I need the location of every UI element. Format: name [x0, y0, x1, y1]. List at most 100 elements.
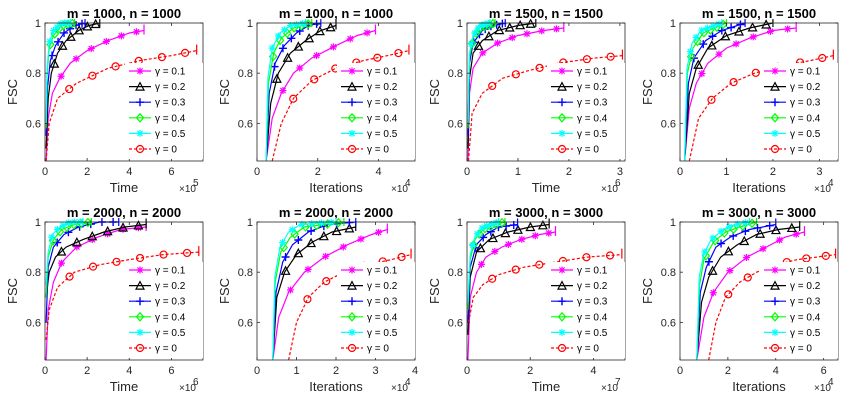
marker-plus	[48, 51, 57, 60]
y-tick-label: 1	[247, 217, 253, 229]
marker-plus	[753, 223, 762, 232]
x-tick-label: 0	[254, 166, 260, 178]
legend-box	[547, 63, 625, 159]
marker-asterisk	[479, 49, 487, 57]
marker-triangle	[347, 280, 357, 290]
y-tick-label: 0.8	[238, 267, 253, 279]
marker-asterisk	[484, 19, 492, 27]
marker-asterisk	[48, 233, 56, 241]
y-axis-label: FSC	[5, 79, 20, 105]
y-tick-label: 0.6	[448, 317, 463, 329]
legend-entry: γ = 0.5	[367, 328, 398, 339]
marker-diamond	[347, 311, 357, 322]
legend-entry: γ = 0.1	[367, 67, 398, 78]
marker-plus	[727, 23, 736, 32]
marker-plus	[348, 297, 356, 306]
series-line	[45, 251, 199, 340]
marker-asterisk	[308, 220, 316, 228]
legend-entry: γ = 0.2	[155, 82, 186, 93]
marker-triangle	[770, 280, 780, 290]
marker-circle	[180, 48, 190, 58]
marker-circle	[182, 248, 192, 258]
marker-circle	[606, 52, 615, 61]
x-exponent: ×10	[179, 184, 196, 195]
marker-diamond	[135, 112, 145, 123]
marker-asterisk	[57, 259, 65, 267]
marker-asterisk	[286, 22, 294, 30]
y-tick-label: 0.8	[26, 267, 41, 279]
series-group	[696, 218, 837, 360]
y-tick-label: 0.6	[661, 317, 676, 329]
legend-box	[125, 63, 203, 159]
subplot-3: m = 1500, n = 1500 0.6 0.8 1 0 1 2 3 FSC Time ×106…	[427, 6, 626, 195]
y-tick-label: 1	[35, 217, 41, 229]
marker-diamond	[686, 51, 696, 62]
subplot-title: m = 1500, n = 1500	[702, 6, 816, 21]
marker-circle	[511, 265, 520, 274]
marker-asterisk	[268, 44, 276, 52]
marker-asterisk	[477, 260, 485, 268]
x-tick-label: 4	[126, 166, 132, 178]
marker-triangle	[494, 24, 505, 35]
y-tick-label: 0.8	[448, 68, 463, 80]
marker-plus	[765, 221, 774, 230]
marker-asterisk	[53, 225, 61, 233]
x-exponent-power: 7	[615, 377, 621, 388]
y-tick-label: 0.8	[661, 267, 676, 279]
marker-triangle	[557, 81, 567, 91]
marker-triangle	[304, 32, 315, 43]
legend-entry: γ = 0.4	[790, 113, 821, 124]
marker-circle	[347, 144, 357, 154]
series-line	[288, 254, 412, 360]
marker-asterisk	[709, 289, 717, 297]
legend-box	[125, 262, 203, 358]
marker-circle	[582, 55, 592, 64]
legend-entry: γ = 0.3	[790, 98, 821, 109]
marker-triangle	[74, 25, 85, 35]
legend-entry: γ = 0.5	[577, 328, 608, 339]
marker-plus	[704, 257, 713, 266]
marker-circle	[729, 78, 738, 87]
marker-circle	[397, 252, 406, 262]
x-tick-label: 4	[412, 365, 418, 377]
series-line	[696, 226, 800, 360]
marker-asterisk	[57, 20, 65, 28]
legend-entry: γ = 0	[577, 145, 599, 156]
marker-triangle	[747, 22, 758, 32]
marker-triangle	[720, 30, 731, 41]
x-tick-label: 4	[590, 365, 596, 377]
marker-circle	[802, 254, 811, 263]
series-line	[467, 55, 623, 161]
marker-asterisk	[73, 243, 81, 251]
x-tick-label: 0	[464, 166, 470, 178]
y-axis-label: FSC	[5, 278, 20, 304]
legend-entry: γ = 0.5	[367, 129, 398, 140]
x-tick-label: 2	[566, 166, 572, 178]
marker-asterisk	[469, 241, 477, 249]
legend-box	[547, 262, 625, 358]
marker-asterisk	[299, 20, 307, 28]
marker-asterisk	[46, 37, 54, 45]
marker-asterisk	[749, 33, 757, 41]
marker-asterisk	[478, 21, 486, 29]
marker-plus	[492, 20, 501, 29]
marker-plus	[136, 98, 144, 107]
marker-asterisk	[339, 243, 347, 251]
marker-diamond	[729, 224, 738, 235]
marker-plus	[54, 37, 63, 46]
x-tick-label: 2	[84, 166, 90, 178]
x-tick-label: 1	[293, 365, 299, 377]
marker-asterisk	[733, 220, 741, 228]
marker-diamond	[770, 311, 780, 322]
subplot-title: m = 2000, n = 2000	[67, 205, 181, 220]
y-tick-label: 0.6	[661, 118, 676, 130]
y-tick-label: 1	[670, 217, 676, 229]
marker-asterisk	[348, 67, 356, 75]
x-axis-label: Iterations	[732, 379, 786, 394]
legend-entry: γ = 0	[577, 344, 599, 355]
marker-asterisk	[709, 234, 717, 242]
marker-asterisk	[136, 328, 144, 336]
legend-entry: γ = 0.3	[367, 297, 398, 308]
legend-entry: γ = 0.2	[577, 281, 608, 292]
marker-asterisk	[304, 265, 312, 273]
